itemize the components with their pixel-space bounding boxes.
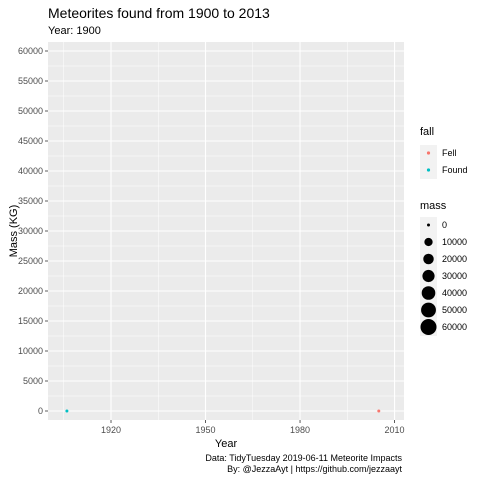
- legend-size-label: 10000: [442, 237, 467, 247]
- legend: fall Fell Found mass 0 10000 20000 30000 4000…: [420, 126, 468, 336]
- chart-title: Meteorites found from 1900 to 2013: [48, 5, 270, 21]
- y-axis-ticks: 0 5000 10000 15000 20000 25000 30000 35000 40000…: [18, 46, 48, 416]
- legend-size-label: 20000: [442, 254, 467, 264]
- x-tick-label: 2010: [385, 425, 405, 435]
- legend-size-label: 0: [442, 220, 447, 230]
- y-tick-label: 5000: [23, 376, 43, 386]
- legend-size-label: 40000: [442, 288, 467, 298]
- y-tick-label: 15000: [18, 316, 43, 326]
- y-tick-label: 40000: [18, 166, 43, 176]
- legend-size-key: [421, 302, 436, 318]
- x-tick-label: 1950: [196, 425, 216, 435]
- chart-subtitle: Year: 1900: [48, 25, 101, 37]
- y-tick-label: 25000: [18, 256, 43, 266]
- legend-size-title: mass: [420, 200, 447, 212]
- legend-color-label: Found: [442, 165, 468, 175]
- y-tick-label: 20000: [18, 286, 43, 296]
- y-axis-title: Mass (KG): [8, 205, 20, 258]
- caption-line-1: Data: TidyTuesday 2019-06-11 Meteorite I…: [205, 453, 402, 463]
- legend-color-title: fall: [420, 126, 434, 138]
- legend-size-key: [427, 223, 430, 227]
- legend-color-key-found: [426, 168, 431, 172]
- x-tick-label: 1980: [290, 425, 310, 435]
- major-gridlines: [48, 42, 404, 420]
- data-point-found: [65, 409, 69, 413]
- y-tick-label: 55000: [18, 76, 43, 86]
- y-tick-label: 10000: [18, 346, 43, 356]
- y-tick-label: 50000: [18, 106, 43, 116]
- x-axis-ticks: 1920 1950 1980 2010: [101, 420, 405, 435]
- legend-size-key: [421, 286, 436, 300]
- legend-size-label: 30000: [442, 271, 467, 281]
- data-point-fell: [377, 409, 381, 413]
- x-axis-title: Year: [215, 438, 238, 450]
- legend-color-label: Fell: [442, 148, 457, 158]
- data-points: [65, 409, 381, 413]
- legend-size-keys: 0 10000 20000 30000 40000 50000 60000: [420, 217, 467, 336]
- legend-size-label: 60000: [442, 322, 467, 332]
- legend-color-keys: Fell Found: [420, 145, 468, 179]
- legend-size-key: [424, 237, 433, 247]
- x-tick-label: 1920: [101, 425, 121, 435]
- legend-size-key: [422, 269, 435, 283]
- y-tick-label: 0: [38, 406, 43, 416]
- legend-size-key: [420, 319, 437, 335]
- legend-color-key-fell: [426, 151, 431, 155]
- y-tick-label: 45000: [18, 136, 43, 146]
- y-tick-label: 35000: [18, 196, 43, 206]
- caption-line-2: By: @JezzaAyt | https://github.com/jezza…: [227, 464, 402, 474]
- y-tick-label: 30000: [18, 226, 43, 236]
- legend-size-key: [423, 253, 434, 265]
- y-tick-label: 60000: [18, 46, 43, 56]
- legend-size-label: 50000: [442, 305, 467, 315]
